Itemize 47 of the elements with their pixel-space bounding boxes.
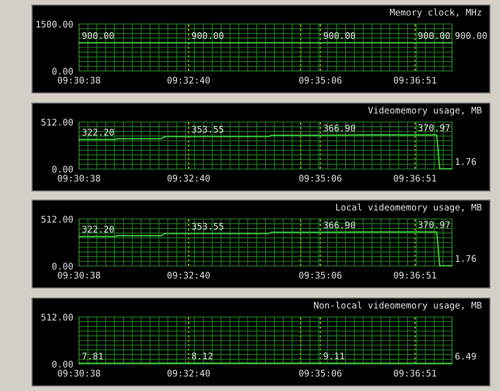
data-label: 900.00 (192, 32, 224, 39)
data-label: 370.97 (418, 221, 450, 228)
chart-title: Videomemory usage, MB (368, 106, 482, 116)
data-label: 353.55 (192, 222, 224, 230)
x-tick-label: 09:36:51 (394, 76, 436, 84)
data-label: 366.90 (324, 222, 356, 228)
x-tick-label: 09:35:06 (299, 174, 342, 182)
x-tick-label: 09:30:38 (58, 272, 100, 279)
x-tick-label: 09:30:38 (58, 76, 100, 84)
data-label: 900.00 (455, 32, 487, 39)
x-tick-label: 09:32:40 (167, 370, 210, 377)
chart-title: Memory clock, MHz (390, 8, 482, 18)
y-tick-label: 512.00 (41, 314, 73, 321)
x-tick-label: 09:32:40 (167, 272, 210, 279)
data-label: 6.49 (455, 352, 476, 360)
y-tick-label: 0.00 (52, 68, 73, 75)
data-label: 900.00 (324, 32, 356, 39)
data-label: 9.11 (324, 352, 344, 360)
data-label: 322.20 (82, 128, 114, 136)
x-tick-label: 09:36:51 (394, 370, 436, 377)
data-label: 322.20 (82, 226, 114, 233)
y-tick-label: 0.00 (52, 262, 73, 270)
x-tick-label: 09:35:06 (299, 272, 342, 279)
y-tick-label: 512.00 (41, 118, 73, 126)
x-tick-label: 09:35:06 (299, 370, 342, 377)
x-tick-label: 09:32:40 (167, 76, 210, 84)
data-label: 8.12 (192, 352, 212, 360)
x-tick-label: 09:32:40 (167, 174, 210, 182)
data-label: 900.00 (82, 32, 114, 39)
x-tick-label: 09:36:51 (394, 272, 436, 279)
chart-title: Non-local videomemory usage, MB (314, 302, 482, 310)
data-label: 900.00 (418, 32, 450, 39)
data-label: 1.76 (456, 255, 476, 262)
data-label: 1.76 (456, 158, 476, 166)
x-tick-label: 09:30:38 (58, 370, 100, 377)
data-label: 353.55 (192, 126, 224, 133)
x-tick-label: 09:35:06 (299, 76, 342, 84)
y-tick-label: 1500.00 (36, 20, 73, 28)
x-tick-label: 09:36:51 (394, 174, 436, 182)
y-tick-label: 512.00 (41, 216, 73, 223)
chart-title: Local videomemory usage, MB (336, 204, 482, 212)
y-tick-label: 0.00 (52, 360, 73, 368)
y-tick-label: 0.00 (52, 166, 73, 173)
x-tick-label: 09:30:38 (58, 174, 100, 182)
data-label: 370.97 (418, 124, 450, 132)
data-label: 7.81 (82, 352, 103, 360)
data-label: 366.90 (324, 124, 356, 132)
